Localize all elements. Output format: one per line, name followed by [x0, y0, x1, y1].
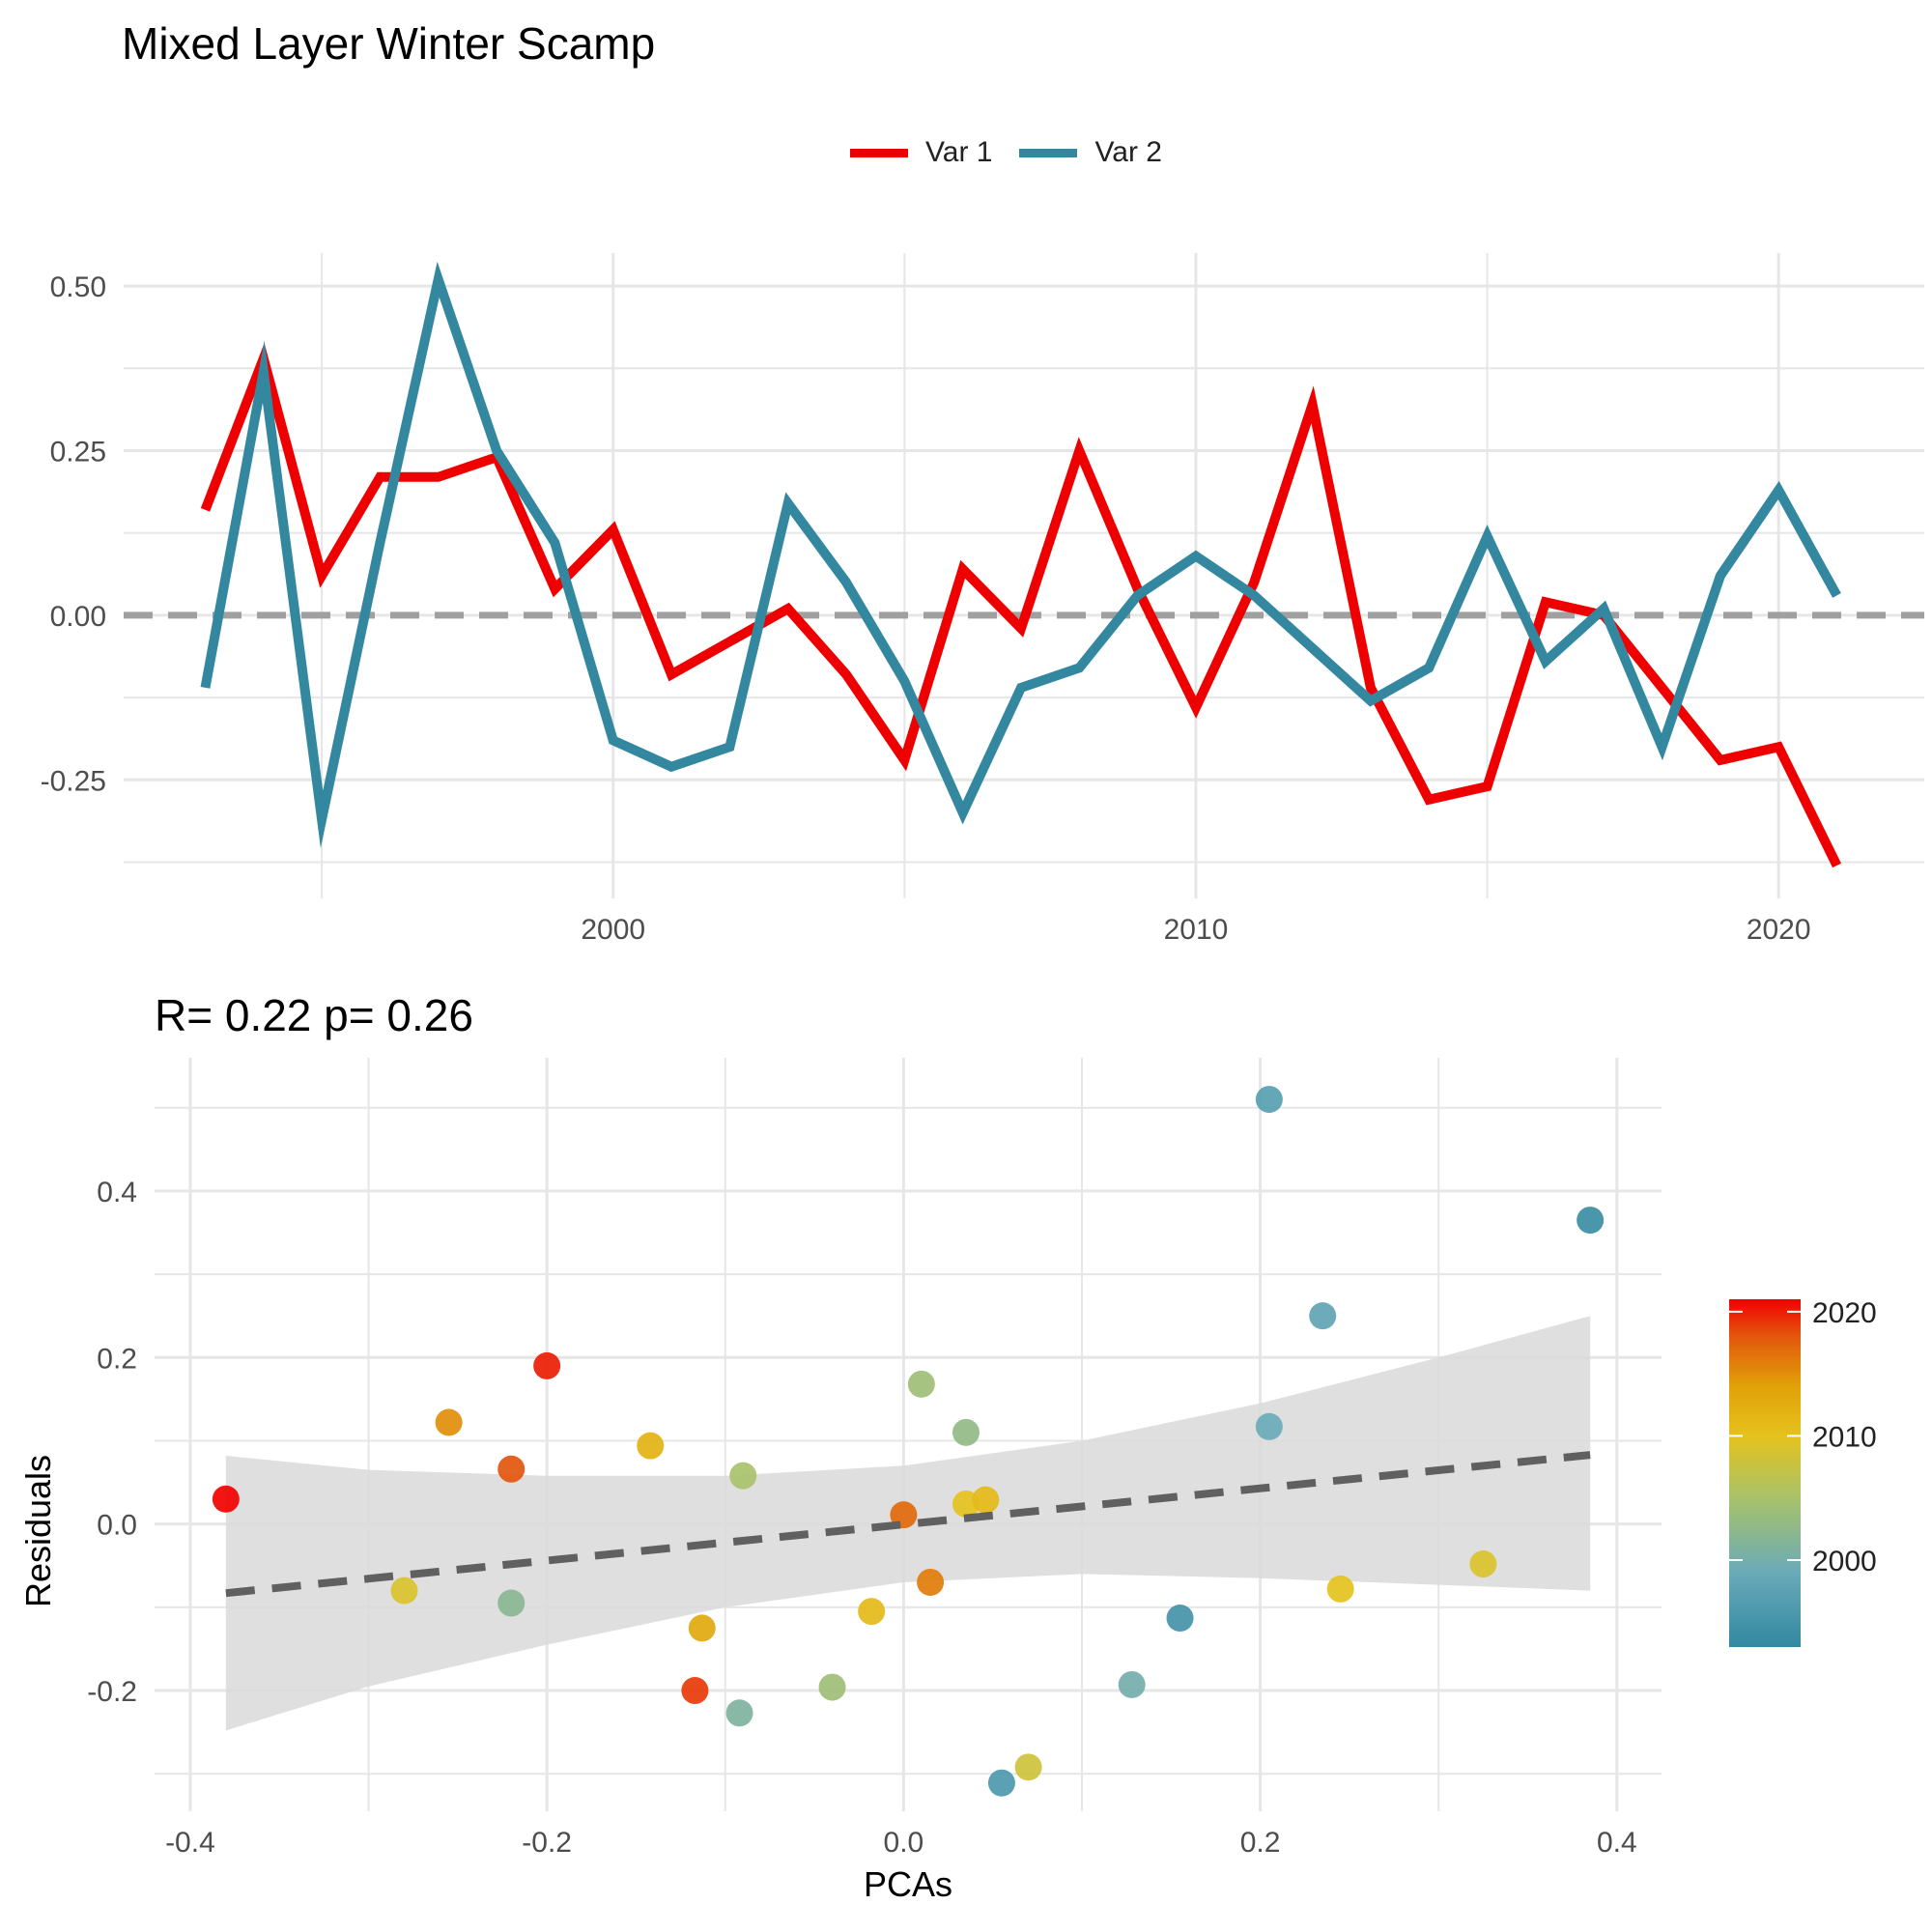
scatter-point	[907, 1370, 935, 1398]
x-tick-label: 0.2	[1240, 1827, 1281, 1859]
legend-swatch-var1	[850, 148, 908, 157]
scatter-point	[1469, 1550, 1497, 1578]
x-axis-title: PCAs	[864, 1864, 952, 1904]
scatter-point	[497, 1589, 526, 1617]
scatter-point	[1014, 1753, 1042, 1781]
scatter-point	[858, 1598, 886, 1626]
scatter-point	[952, 1418, 980, 1446]
scatter-point	[1577, 1207, 1605, 1235]
scatter-point	[681, 1677, 709, 1705]
colorbar-tick-label: 2020	[1812, 1297, 1877, 1329]
y-tick-label: 0.2	[97, 1343, 137, 1375]
scatter-point	[1326, 1575, 1354, 1603]
x-tick-label: 2020	[1747, 914, 1811, 946]
scatter-point	[917, 1568, 945, 1596]
scatter-point	[688, 1614, 716, 1642]
scatter-point	[987, 1769, 1015, 1797]
scatter-subtitle: R= 0.22 p= 0.26	[155, 990, 473, 1040]
y-tick-label: 0.4	[97, 1177, 137, 1208]
x-tick-label: 2010	[1164, 914, 1229, 946]
scatter-point	[972, 1486, 1000, 1514]
scatter-point	[818, 1673, 846, 1701]
y-tick-label: 0.50	[50, 271, 106, 303]
legend-label-var1: Var 1	[925, 136, 993, 168]
y-tick-label: 0.00	[50, 601, 106, 633]
colorbar-tick-label: 2000	[1812, 1546, 1877, 1577]
x-tick-label: 0.0	[884, 1827, 924, 1859]
x-tick-label: -0.2	[522, 1827, 572, 1859]
x-tick-label: 0.4	[1597, 1827, 1637, 1859]
scatter-point	[1166, 1605, 1194, 1633]
y-tick-label: 0.25	[50, 436, 106, 468]
legend-item-var2: Var 2	[1019, 136, 1162, 169]
scatter-point	[725, 1699, 753, 1727]
scatter-point	[435, 1408, 463, 1436]
y-axis-title: Residuals	[18, 1455, 58, 1607]
colorbar-tick-label: 2010	[1812, 1421, 1877, 1453]
scatter-point	[1309, 1302, 1337, 1330]
x-tick-label: -0.4	[165, 1827, 215, 1859]
legend-swatch-var2	[1019, 148, 1078, 157]
legend-item-var1: Var 1	[850, 136, 992, 169]
scatter-point	[729, 1462, 757, 1490]
scatter-point	[212, 1485, 240, 1513]
y-tick-label: 0.0	[97, 1510, 137, 1542]
scatter-point	[1255, 1086, 1283, 1114]
scatter-point	[1118, 1670, 1146, 1698]
scatter-point	[497, 1455, 526, 1483]
scatter-point	[533, 1351, 561, 1379]
timeseries-grid	[124, 253, 1924, 898]
page-title: Mixed Layer Winter Scamp	[122, 18, 656, 69]
scatter-point	[1255, 1412, 1283, 1440]
x-tick-label: 2000	[581, 914, 645, 946]
y-tick-label: -0.25	[41, 765, 106, 797]
scatter-chart: R= 0.22 p= 0.26 0.4 0.2 0.0 -0.2 -0.4 -0.2 0.0 0…	[18, 990, 1877, 1904]
colorbar	[1729, 1299, 1801, 1647]
legend-label-var2: Var 2	[1094, 136, 1162, 168]
series-line-2	[200, 261, 1841, 848]
series-line-1	[200, 342, 1841, 868]
scatter-point	[637, 1432, 665, 1460]
y-tick-label: -0.2	[87, 1676, 137, 1708]
timeseries-chart: 0.50 0.25 0.00 -0.25 2000 2010 2020	[41, 253, 1924, 946]
scatter-point	[390, 1577, 418, 1605]
legend: Var 1 Var 2	[850, 131, 1174, 174]
